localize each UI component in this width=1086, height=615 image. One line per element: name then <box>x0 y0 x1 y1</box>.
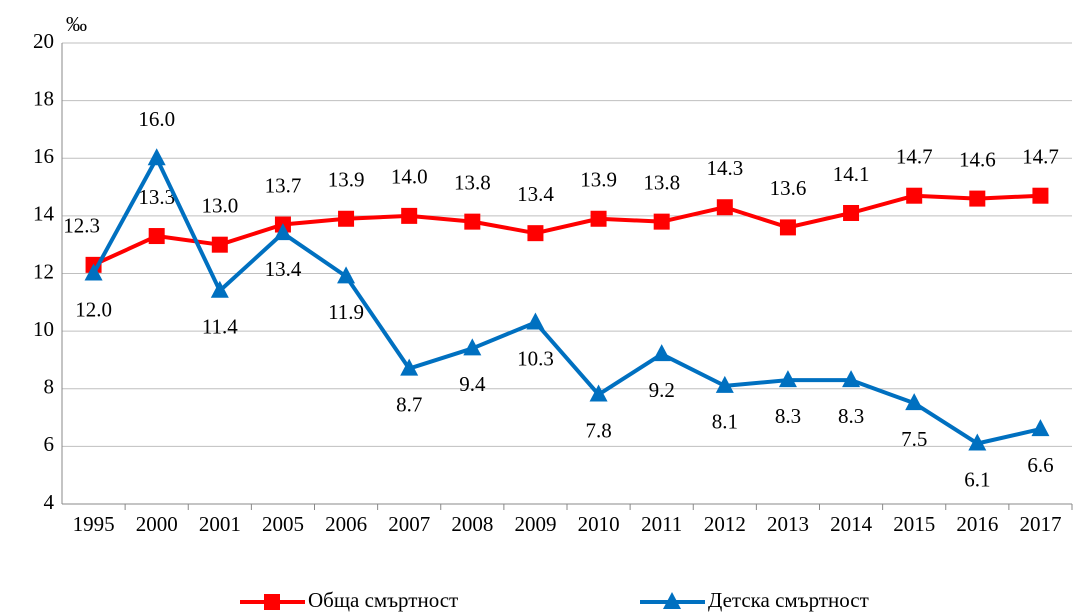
data-label: 16.0 <box>138 107 175 131</box>
point-marker <box>400 358 419 376</box>
x-tick-label: 2008 <box>451 512 493 536</box>
data-label: 7.5 <box>901 427 927 451</box>
x-tick-label: 2010 <box>578 512 620 536</box>
data-label: 7.8 <box>585 418 611 442</box>
data-label: 10.3 <box>517 346 554 370</box>
data-label: 8.7 <box>396 392 422 416</box>
point-marker <box>716 199 733 216</box>
y-tick-label: 16 <box>33 144 54 168</box>
y-tick-label: 6 <box>44 432 55 456</box>
legend-label: Обща смъртност <box>308 588 458 612</box>
data-label: 14.3 <box>706 156 743 180</box>
x-tick-label: 1995 <box>73 512 115 536</box>
point-marker <box>273 223 292 241</box>
data-label: 14.6 <box>959 147 996 171</box>
point-marker <box>653 213 670 230</box>
point-marker <box>526 312 545 330</box>
point-marker <box>715 375 734 393</box>
y-tick-label: 8 <box>44 375 55 399</box>
data-label: 13.4 <box>517 182 554 206</box>
x-tick-label: 2000 <box>136 512 178 536</box>
point-marker <box>905 393 924 411</box>
x-tick-label: 2001 <box>199 512 241 536</box>
x-tick-label: 2012 <box>704 512 746 536</box>
y-tick-label: 10 <box>33 317 54 341</box>
point-marker <box>464 213 481 230</box>
point-marker <box>1032 187 1049 204</box>
point-marker <box>1031 419 1050 437</box>
series-line <box>91 156 1041 446</box>
data-label: 8.3 <box>838 404 864 428</box>
point-marker <box>779 219 796 236</box>
data-label: 13.6 <box>770 176 807 200</box>
data-label: 13.8 <box>643 170 680 194</box>
point-marker <box>463 338 482 356</box>
data-label: 8.3 <box>775 404 801 428</box>
x-tick-label: 2005 <box>262 512 304 536</box>
data-label: 8.1 <box>712 410 738 434</box>
y-tick-label: 14 <box>33 202 55 226</box>
y-tick-label: 20 <box>33 29 54 53</box>
point-marker <box>969 190 986 207</box>
point-marker <box>337 266 356 284</box>
data-label: 14.7 <box>896 145 933 169</box>
legend-label: Детска смъртност <box>708 588 869 612</box>
point-marker <box>148 228 165 245</box>
data-label: 6.1 <box>964 467 990 491</box>
legend-marker <box>663 592 681 609</box>
point-marker <box>842 370 861 388</box>
data-label: 11.9 <box>328 300 364 324</box>
point-marker <box>211 236 228 253</box>
data-label: 14.0 <box>391 165 428 189</box>
point-marker <box>84 263 103 281</box>
legend-marker <box>264 594 280 610</box>
x-tick-label: 2014 <box>830 512 873 536</box>
y-tick-label: 18 <box>33 86 54 110</box>
x-tick-label: 2016 <box>956 512 998 536</box>
point-marker <box>589 384 608 402</box>
x-tick-label: 2013 <box>767 512 809 536</box>
series-line <box>92 193 1041 267</box>
y-tick-label: 4 <box>44 490 55 514</box>
x-tick-label: 2007 <box>388 512 430 536</box>
data-label: 9.2 <box>649 378 675 402</box>
data-label: 14.1 <box>833 162 870 186</box>
point-marker <box>527 225 544 242</box>
data-label: 11.4 <box>202 315 238 339</box>
data-label: 13.7 <box>265 173 302 197</box>
data-label: 12.0 <box>75 297 112 321</box>
x-tick-label: 2009 <box>514 512 556 536</box>
data-label: 13.9 <box>580 168 617 192</box>
point-marker <box>210 280 229 298</box>
y-axis-label: ‰ <box>66 12 87 36</box>
data-label: 13.4 <box>265 257 302 281</box>
point-marker <box>968 433 987 451</box>
x-tick-label: 2011 <box>641 512 682 536</box>
point-marker <box>401 207 418 224</box>
x-tick-label: 2015 <box>893 512 935 536</box>
point-marker <box>338 210 355 227</box>
x-tick-label: 2006 <box>325 512 367 536</box>
data-label: 13.8 <box>454 170 491 194</box>
x-tick-label: 2017 <box>1019 512 1061 536</box>
point-marker <box>147 148 166 166</box>
point-marker <box>906 187 923 204</box>
data-label: 13.0 <box>201 194 238 218</box>
point-marker <box>590 210 607 227</box>
data-label: 6.6 <box>1027 453 1053 477</box>
data-label: 13.3 <box>138 185 175 209</box>
data-label: 12.3 <box>63 214 100 238</box>
y-tick-label: 12 <box>33 259 54 283</box>
data-label: 13.9 <box>328 168 365 192</box>
point-marker <box>843 204 860 221</box>
point-marker <box>652 344 671 362</box>
data-label: 14.7 <box>1022 145 1059 169</box>
point-marker <box>778 370 797 388</box>
data-label: 9.4 <box>459 372 486 396</box>
